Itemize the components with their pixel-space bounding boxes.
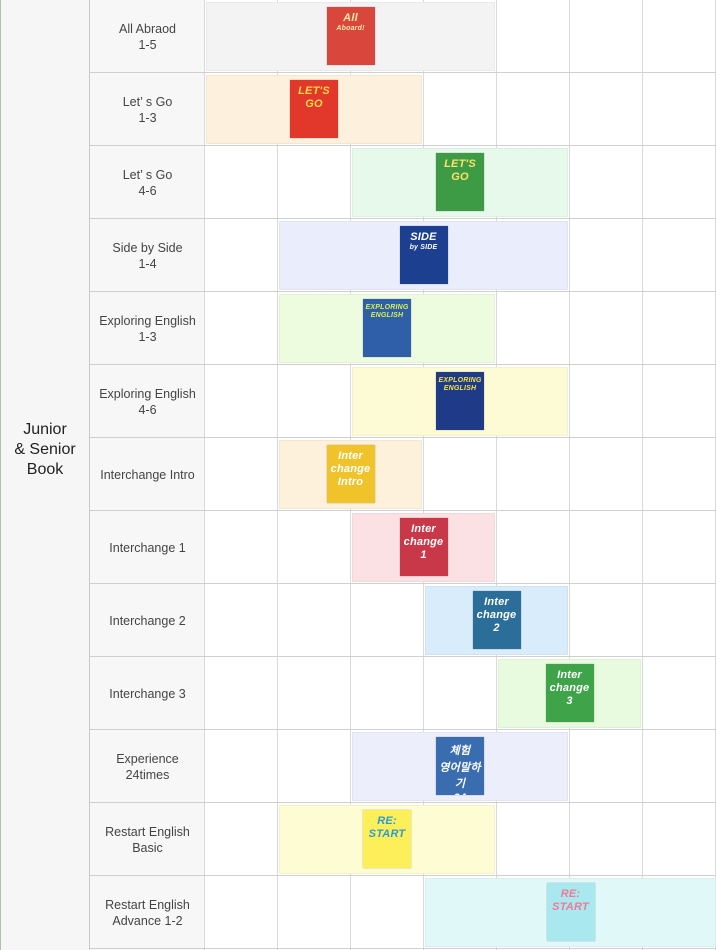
row-label-column bbox=[90, 0, 205, 950]
grid-row-line bbox=[90, 72, 716, 73]
row-label: All Abraod 1-5 bbox=[119, 21, 176, 52]
grid-row-line bbox=[90, 875, 716, 876]
grid-column-line bbox=[496, 0, 497, 950]
cover-text: change bbox=[403, 536, 444, 548]
cover-text: START bbox=[552, 901, 589, 913]
cover-text: Inter bbox=[484, 596, 509, 608]
cover-text: Intro bbox=[337, 476, 364, 488]
cover-text: by SIDE bbox=[409, 244, 438, 251]
row-label: Experience 24times bbox=[116, 751, 179, 782]
side-by-side-cover: SIDE by SIDE bbox=[399, 226, 448, 284]
grid-row-line bbox=[90, 364, 716, 365]
cover-text: 1 bbox=[420, 549, 427, 561]
grid-row-line bbox=[90, 583, 716, 584]
row-label: Exploring English 1-3 bbox=[99, 313, 196, 344]
grid-column-line bbox=[277, 0, 278, 950]
grid-row-line bbox=[90, 291, 716, 292]
cover-text: RE: bbox=[560, 888, 581, 900]
exploring-english-cover: EXPLORING ENGLISH bbox=[436, 372, 484, 430]
category-label: Junior & Senior Book bbox=[14, 421, 76, 478]
cover-text: Inter bbox=[411, 523, 436, 535]
cover-text: 체험 bbox=[449, 745, 471, 757]
row-label: Let’ s Go 4-6 bbox=[122, 167, 173, 198]
cover-text: 영어말하기 bbox=[439, 762, 481, 790]
grid-row-line bbox=[90, 510, 716, 511]
cover-text: Inter bbox=[338, 450, 363, 462]
cover-text: GO bbox=[305, 98, 323, 110]
cover-text: SIDE bbox=[410, 231, 437, 243]
grid-column-line bbox=[569, 0, 570, 950]
row-label: Restart English Advance 1-2 bbox=[105, 897, 190, 928]
row-label: Restart English Basic bbox=[105, 824, 190, 855]
restart-advance-cover: RE: START bbox=[546, 883, 595, 941]
cover-text: GO bbox=[451, 171, 469, 183]
row-label: Interchange 3 bbox=[109, 686, 186, 701]
grid-row-line bbox=[90, 218, 716, 219]
lets-go-cover: LET'S GO bbox=[290, 80, 338, 138]
cover-text: 2 bbox=[493, 622, 500, 634]
cover-text: change bbox=[549, 682, 590, 694]
interchange-3-cover: Inter change 3 bbox=[545, 664, 594, 722]
row-label: Interchange Intro bbox=[100, 467, 195, 482]
interchange-2-cover: Inter change 2 bbox=[472, 591, 521, 649]
grid-column-line bbox=[204, 0, 205, 950]
cover-text: change bbox=[476, 609, 517, 621]
cover-text: Aboard! bbox=[336, 25, 365, 32]
cover-text: Inter bbox=[557, 669, 582, 681]
grid-row-line bbox=[90, 145, 716, 146]
interchange-1-cover: Inter change 1 bbox=[399, 518, 448, 576]
cover-text: LET'S bbox=[444, 158, 476, 170]
cover-text: 3 bbox=[566, 695, 573, 707]
cover-text: 24 bbox=[454, 792, 467, 795]
row-label: Exploring English 4-6 bbox=[99, 386, 196, 417]
lets-go-cover: LET'S GO bbox=[436, 153, 484, 211]
cover-text: START bbox=[368, 828, 406, 840]
cover-text: change bbox=[330, 463, 371, 475]
all-aboard-cover: All Aboard! bbox=[326, 7, 375, 65]
interchange-intro-cover: Inter change Intro bbox=[326, 445, 375, 503]
category-column bbox=[0, 0, 90, 950]
cover-text: ENGLISH bbox=[443, 385, 477, 392]
cover-text: EXPLORING bbox=[438, 377, 482, 384]
grid-row-line bbox=[90, 729, 716, 730]
grid-row-line bbox=[90, 437, 716, 438]
grid-column-line bbox=[423, 0, 424, 950]
grid-column-line bbox=[642, 0, 643, 950]
row-label: Interchange 2 bbox=[109, 613, 186, 628]
cover-text: ENGLISH bbox=[370, 312, 404, 319]
grid-row-line bbox=[90, 656, 716, 657]
cover-text: RE: bbox=[377, 815, 397, 827]
cover-text: LET'S bbox=[298, 85, 330, 97]
cover-text: All bbox=[343, 12, 358, 24]
grid-row-line bbox=[90, 802, 716, 803]
cover-text: EXPLORING bbox=[365, 304, 409, 311]
row-label: Let’ s Go 1-3 bbox=[122, 94, 173, 125]
row-label: Interchange 1 bbox=[109, 540, 186, 555]
row-label: Side by Side 1-4 bbox=[112, 240, 183, 271]
restart-basic-cover: RE: START bbox=[363, 810, 411, 868]
exploring-english-cover: EXPLORING ENGLISH bbox=[363, 299, 411, 357]
grid-row-line bbox=[90, 948, 716, 949]
